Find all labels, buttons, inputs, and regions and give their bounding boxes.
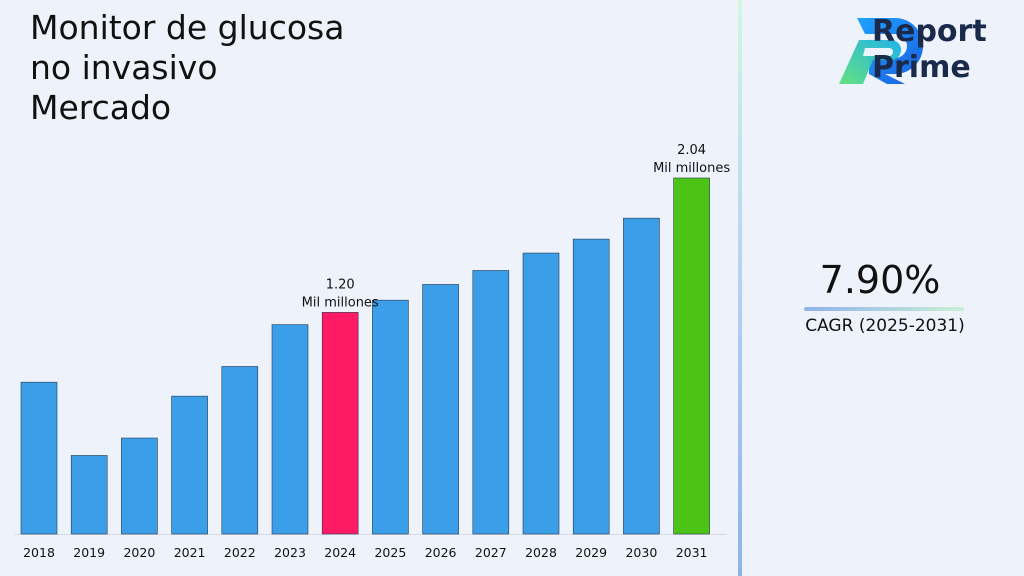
- bar-2020: [121, 437, 158, 535]
- bar-2024: [321, 312, 359, 535]
- bar-2022: [221, 366, 259, 535]
- x-tick-label-2030: 2030: [625, 545, 657, 560]
- bar-2026: [422, 284, 459, 535]
- x-tick-label-2021: 2021: [174, 545, 206, 560]
- title-line-1: Monitor de glucosa: [30, 8, 345, 47]
- x-tick-label-2027: 2027: [475, 545, 507, 560]
- bar-2019: [70, 455, 108, 535]
- brand-line-1: Report: [872, 14, 987, 49]
- x-tick-label-2023: 2023: [274, 545, 306, 560]
- data-label-unit-2024: Mil millones: [302, 295, 379, 310]
- x-tick-label-2019: 2019: [73, 545, 105, 560]
- x-tick-label-2025: 2025: [374, 545, 406, 560]
- x-tick-label-2020: 2020: [123, 545, 155, 560]
- bar-2025: [372, 299, 409, 535]
- bar-2031: [673, 177, 710, 535]
- x-tick-label-2026: 2026: [425, 545, 457, 560]
- x-tick-label-2029: 2029: [575, 545, 607, 560]
- data-label-value-2031: 2.04: [677, 143, 706, 158]
- report-prime-logo-icon: [839, 18, 923, 84]
- x-tick-label-2022: 2022: [224, 545, 256, 560]
- bar-2018: [20, 381, 58, 535]
- data-label-value-2024: 1.20: [326, 277, 355, 292]
- x-tick-label-2028: 2028: [525, 545, 557, 560]
- x-tick-label-2018: 2018: [23, 545, 55, 560]
- cagr-value: 7.90%: [819, 258, 941, 302]
- cagr-underline: [804, 307, 964, 311]
- bar-2030: [623, 217, 660, 535]
- bar-2023: [271, 324, 309, 535]
- bar-2027: [472, 270, 510, 535]
- data-label-unit-2031: Mil millones: [653, 161, 730, 176]
- bar-2029: [572, 238, 610, 535]
- brand-name: Report Prime: [872, 14, 987, 86]
- vertical-divider: [738, 0, 742, 576]
- x-tick-label-2031: 2031: [676, 545, 708, 560]
- chart-title: Monitor de glucosa no invasivo Mercado: [30, 8, 344, 128]
- bar-2021: [171, 395, 208, 535]
- x-tick-label-2024: 2024: [324, 545, 356, 560]
- cagr-label: CAGR (2025-2031): [805, 316, 965, 336]
- bar-chart: 2018 2019 2020 2021 2022 2023 2024 2025 2026 2027…: [14, 143, 730, 560]
- bar-2028: [522, 252, 560, 535]
- title-line-3: Mercado: [30, 88, 172, 127]
- title-line-2: no invasivo: [30, 48, 218, 87]
- brand-line-2: Prime: [872, 50, 971, 85]
